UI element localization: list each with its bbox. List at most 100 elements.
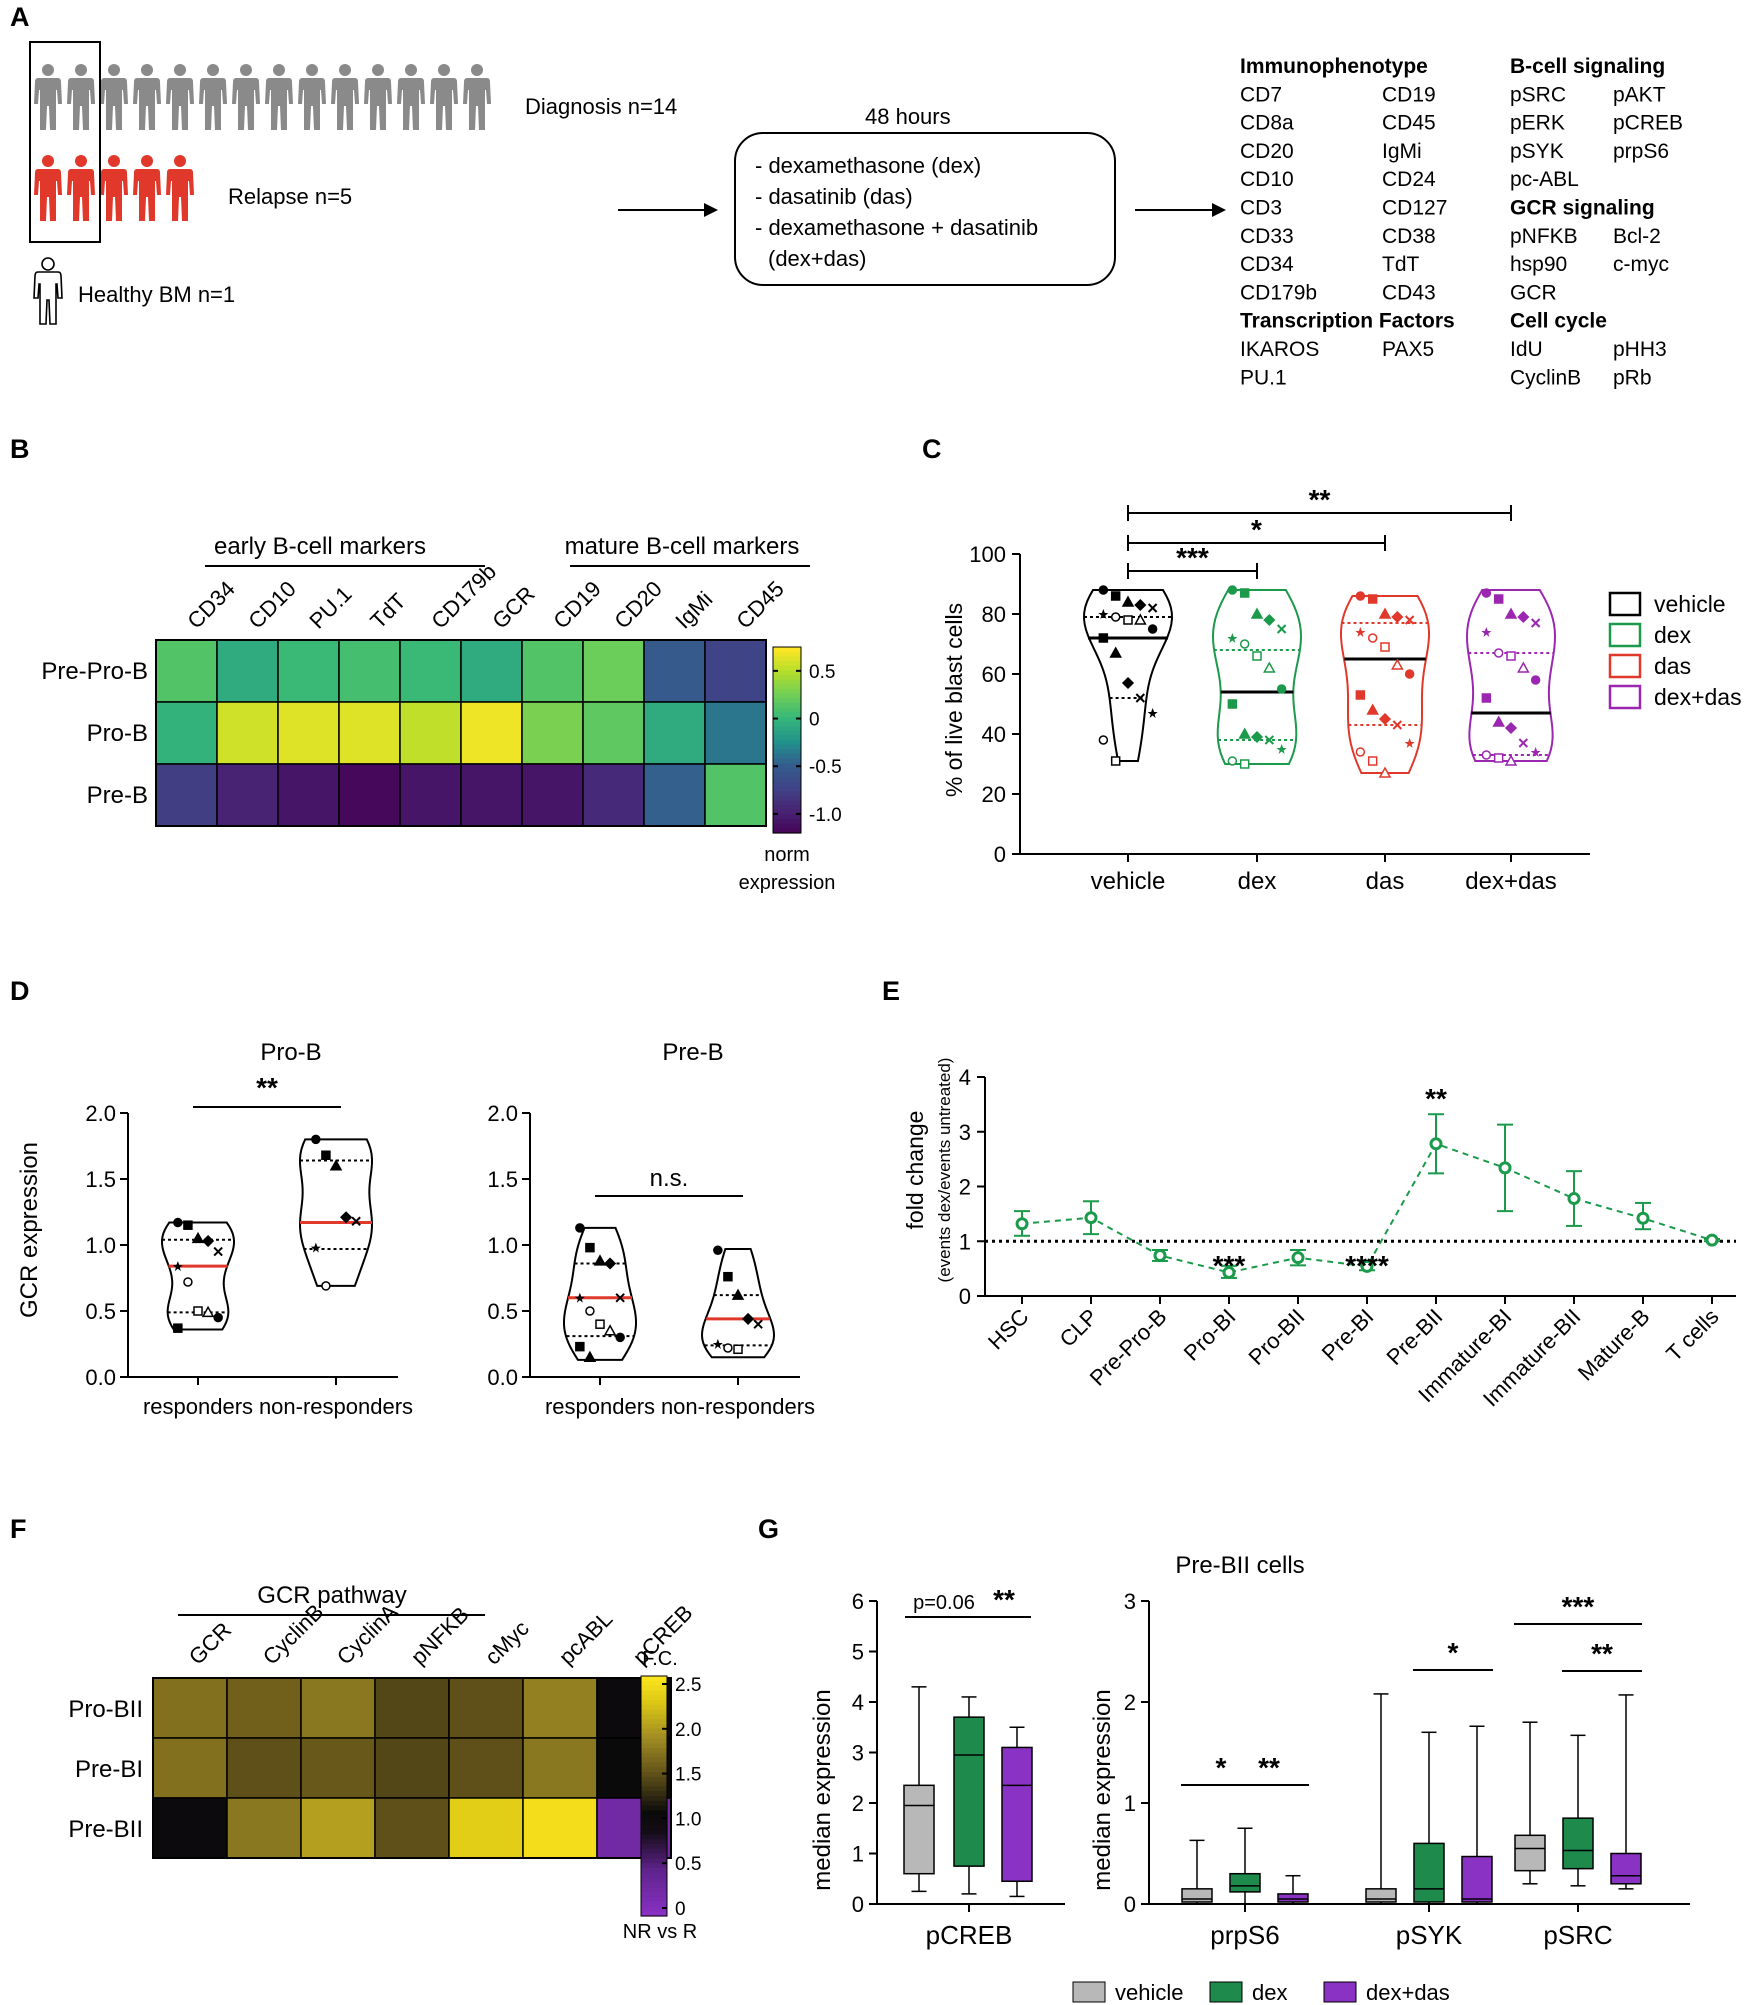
heatmap-cell — [522, 1797, 598, 1859]
colorbar-label-line2: expression — [739, 872, 836, 894]
data-point — [723, 1271, 733, 1282]
colorbar-segment — [773, 828, 801, 834]
heatmap-cell — [704, 763, 767, 827]
heatmap-cell — [374, 1737, 450, 1799]
colorbar-border — [772, 646, 802, 834]
marker-item: pHH3 — [1613, 338, 1667, 361]
panel-letter-d: D — [10, 976, 30, 1006]
marker-section-heading: GCR signaling — [1510, 197, 1655, 220]
y-tick-label: 4 — [959, 1065, 971, 1090]
y-tick-label: 0 — [1124, 1892, 1136, 1917]
colorbar-segment — [641, 1695, 667, 1701]
colorbar-segment — [641, 1829, 667, 1835]
colorbar-segment — [773, 758, 801, 764]
colorbar-segment — [773, 702, 801, 709]
colorbar-segment — [641, 1906, 667, 1912]
data-point — [351, 1216, 361, 1226]
data-point — [1517, 610, 1530, 624]
marker-item: CD33 — [1240, 225, 1294, 248]
data-point — [1109, 646, 1122, 658]
significance-label: p=0.06 — [913, 1592, 975, 1614]
colorbar-segment — [773, 795, 801, 802]
colorbar-tick-label: 0 — [675, 1899, 686, 1920]
data-point — [1367, 756, 1378, 766]
marker-item: c-myc — [1613, 253, 1669, 276]
x-tick-label: non-responders — [661, 1394, 815, 1419]
legend-swatch — [1608, 653, 1642, 679]
marker-item: CD19 — [1382, 83, 1436, 106]
data-point — [1263, 613, 1276, 627]
data-point — [1110, 591, 1121, 601]
box — [1413, 1842, 1445, 1903]
data-point — [321, 1150, 331, 1160]
colorbar-segment — [641, 1738, 667, 1744]
g-ylabel-left: median expression — [809, 1689, 836, 1890]
legend-swatch — [1608, 684, 1642, 710]
data-point — [1227, 633, 1238, 643]
y-tick-label: 0 — [994, 842, 1006, 867]
colorbar-segment — [641, 1743, 667, 1749]
colorbar-segment — [773, 647, 801, 653]
data-point — [1264, 735, 1275, 745]
heatmap-b-cells — [155, 639, 767, 827]
data-point — [172, 1261, 183, 1272]
heatmap-cell — [643, 763, 706, 827]
y-tick-label: 3 — [1124, 1589, 1136, 1614]
y-tick-label: 20 — [982, 782, 1006, 807]
data-point — [191, 1231, 205, 1244]
data-point — [1378, 766, 1392, 778]
data-point — [1705, 1233, 1719, 1247]
data-point — [1110, 612, 1121, 622]
heatmap-cell — [277, 639, 340, 703]
heatmap-row-label: Pre-BII — [68, 1816, 143, 1843]
c-ylabel: % of live blast cells — [941, 603, 967, 797]
patient-icon-relapse — [100, 155, 128, 221]
data-point — [585, 1306, 595, 1316]
legend-label: dex+das — [1654, 684, 1742, 710]
legend-swatch — [1209, 1981, 1243, 2003]
patient-icon-diagnosis — [199, 64, 227, 130]
x-tick-label: pSRC — [1543, 1920, 1612, 1950]
data-point — [615, 1332, 625, 1343]
patient-icon-relapse — [166, 155, 194, 221]
colorbar-segment — [773, 698, 801, 704]
heatmap-border — [155, 639, 767, 827]
heatmap-b-row-labels: Pre-Pro-B Pro-B Pre-B — [41, 658, 148, 809]
data-point — [1636, 1211, 1650, 1225]
y-tick-label: 1 — [959, 1229, 971, 1254]
colorbar-segment — [641, 1676, 667, 1682]
colorbar-tick-label: 1.0 — [675, 1809, 701, 1830]
colorbar-tick-label: 0.5 — [809, 662, 835, 683]
y-tick-label: 1 — [1124, 1791, 1136, 1816]
panel-letters: A B C D E F G — [10, 2, 942, 1544]
heatmap-cell — [226, 1677, 302, 1739]
data-point — [723, 1343, 733, 1353]
data-point — [1530, 747, 1541, 757]
colorbar-tick-label: 0 — [809, 710, 820, 731]
legend-label: dex+das — [1366, 1980, 1450, 2005]
data-point — [1391, 610, 1404, 624]
colorbar-segment — [641, 1752, 667, 1759]
heatmap-cell — [338, 639, 401, 703]
duration-label: 48 hours — [865, 104, 951, 129]
colorbar-segment — [641, 1863, 667, 1869]
y-tick-label: 1 — [852, 1842, 864, 1867]
heatmap-row-label: Pro-BII — [68, 1696, 143, 1723]
colorbar-segment — [773, 674, 801, 681]
data-point — [595, 1319, 605, 1329]
data-point — [1291, 1251, 1305, 1265]
y-tick-label: 2 — [852, 1791, 864, 1816]
f-colorbar-title: F.C. — [642, 1648, 678, 1670]
marker-item: pSYK — [1510, 140, 1564, 163]
colorbar-segment — [641, 1844, 667, 1850]
box — [953, 1716, 985, 1867]
x-tick-label: dex+das — [1465, 868, 1556, 895]
violin-shape — [1211, 589, 1303, 765]
data-point — [183, 1277, 193, 1287]
significance-label: ** — [1258, 1752, 1280, 1783]
data-point — [603, 1324, 617, 1336]
colorbar-segment — [773, 716, 801, 722]
colorbar-segment — [773, 819, 801, 825]
box — [1610, 1852, 1642, 1885]
